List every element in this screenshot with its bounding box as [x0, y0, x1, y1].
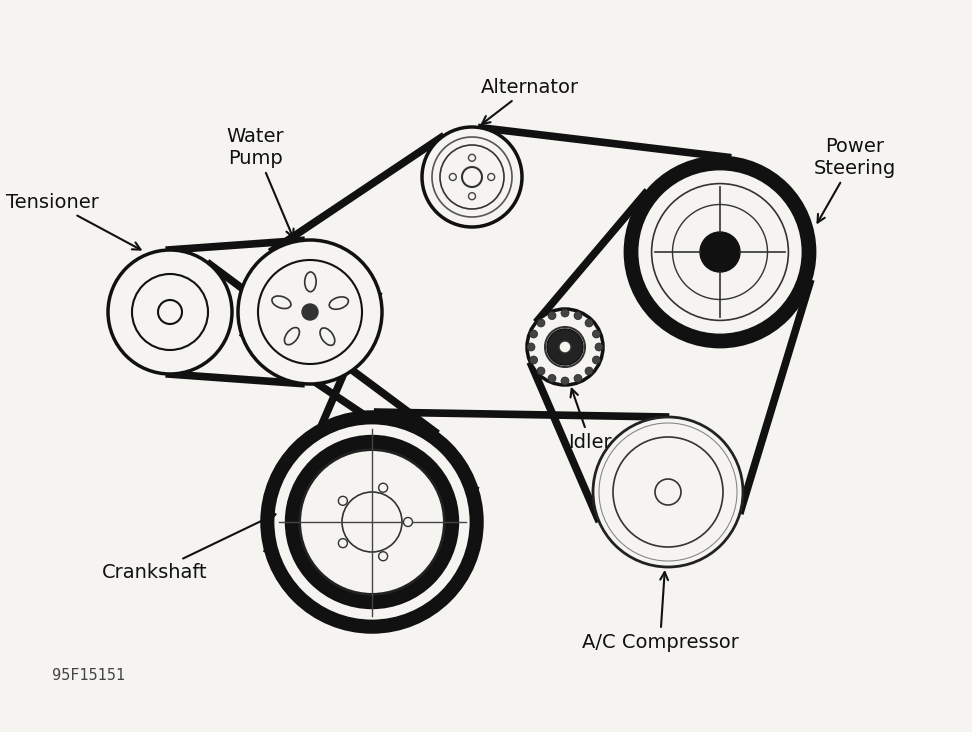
Circle shape: [545, 327, 585, 367]
Circle shape: [547, 329, 583, 365]
Circle shape: [592, 356, 601, 364]
Circle shape: [548, 374, 556, 382]
Circle shape: [530, 330, 538, 338]
Circle shape: [673, 204, 768, 299]
Circle shape: [432, 137, 512, 217]
Circle shape: [258, 260, 362, 364]
Circle shape: [469, 193, 475, 200]
Circle shape: [561, 377, 569, 385]
Circle shape: [593, 417, 743, 567]
Circle shape: [599, 423, 737, 561]
Circle shape: [527, 343, 535, 351]
Circle shape: [449, 173, 456, 181]
Circle shape: [655, 479, 681, 505]
Circle shape: [537, 367, 545, 375]
Circle shape: [592, 330, 601, 338]
Circle shape: [379, 552, 388, 561]
Circle shape: [488, 173, 495, 181]
Text: Idler: Idler: [569, 389, 611, 452]
Circle shape: [585, 367, 593, 375]
Circle shape: [462, 167, 482, 187]
Circle shape: [595, 343, 603, 351]
Circle shape: [299, 449, 444, 594]
Circle shape: [132, 274, 208, 350]
Circle shape: [638, 169, 803, 335]
Text: Tensioner: Tensioner: [6, 193, 141, 250]
Circle shape: [548, 312, 556, 320]
Circle shape: [379, 483, 388, 492]
Circle shape: [262, 412, 482, 632]
Circle shape: [559, 341, 571, 353]
Circle shape: [613, 437, 723, 547]
Text: Water
Pump: Water Pump: [226, 127, 294, 237]
Circle shape: [561, 309, 569, 317]
Circle shape: [700, 232, 740, 272]
Circle shape: [108, 250, 232, 374]
Circle shape: [300, 450, 444, 594]
Circle shape: [338, 496, 347, 505]
Text: 95F15151: 95F15151: [52, 668, 125, 683]
Circle shape: [338, 539, 347, 548]
Circle shape: [422, 127, 522, 227]
Circle shape: [574, 374, 582, 382]
Circle shape: [158, 300, 182, 324]
Circle shape: [537, 319, 545, 327]
Text: Alternator: Alternator: [481, 78, 579, 124]
Text: A/C Compressor: A/C Compressor: [581, 572, 739, 651]
Circle shape: [574, 312, 582, 320]
Circle shape: [585, 319, 593, 327]
Circle shape: [469, 154, 475, 161]
Text: Power
Steering: Power Steering: [814, 136, 896, 223]
Text: Crankshaft: Crankshaft: [102, 514, 275, 581]
Circle shape: [238, 240, 382, 384]
Circle shape: [530, 356, 538, 364]
Circle shape: [625, 157, 815, 347]
Circle shape: [342, 492, 402, 552]
Circle shape: [527, 309, 603, 385]
Circle shape: [273, 423, 471, 621]
Circle shape: [440, 145, 504, 209]
Circle shape: [403, 518, 412, 526]
Circle shape: [302, 304, 318, 320]
Circle shape: [286, 436, 458, 608]
Circle shape: [651, 184, 788, 321]
